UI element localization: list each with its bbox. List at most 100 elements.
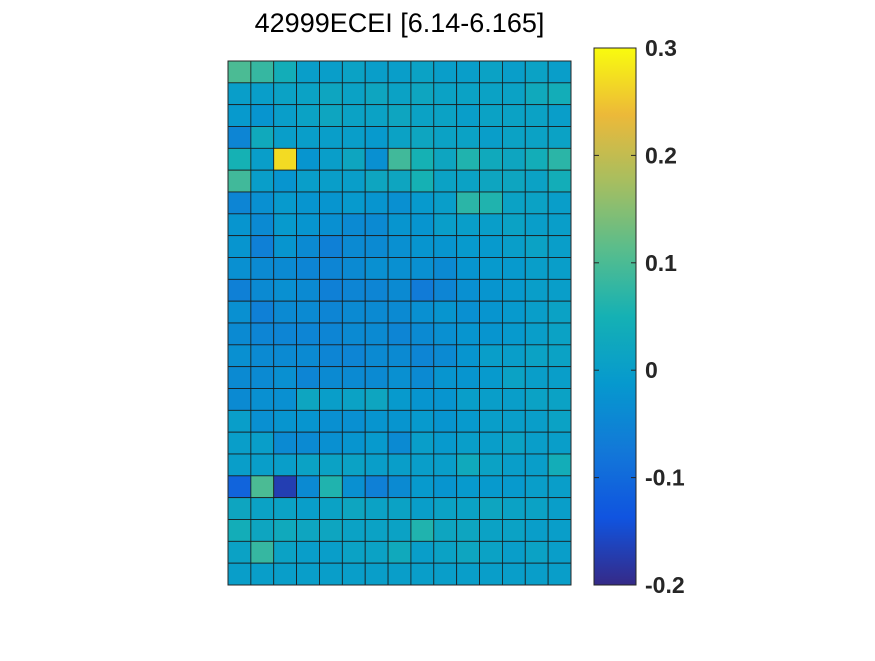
heatmap-cell [273, 300, 298, 324]
chart-title: 42999ECEI [6.14-6.165] [254, 8, 545, 38]
heatmap-cell [387, 147, 412, 171]
heatmap-cell [273, 191, 298, 215]
heatmap-cell [296, 104, 320, 127]
heatmap-cell [250, 562, 275, 586]
heatmap-cell [479, 409, 503, 433]
heatmap-cell [250, 453, 275, 477]
heatmap-cell [547, 388, 572, 411]
heatmap-cell [387, 475, 412, 499]
heatmap-cell [296, 191, 320, 215]
heatmap-cell [341, 540, 366, 564]
heatmap-cell [410, 344, 435, 368]
heatmap-cell [364, 169, 389, 193]
heatmap-cell [501, 278, 526, 302]
heatmap-cell [296, 82, 320, 106]
heatmap-cell [387, 431, 412, 455]
heatmap-cell [410, 278, 435, 302]
heatmap-cell [319, 409, 343, 433]
heatmap-cell [296, 60, 320, 84]
heatmap-cell [273, 388, 298, 411]
heatmap-cell [456, 366, 480, 389]
heatmap-cell [227, 191, 252, 215]
heatmap-cell [273, 322, 298, 346]
heatmap-cell [319, 278, 343, 302]
heatmap-cell [456, 540, 480, 564]
heatmap-cell [547, 562, 572, 586]
heatmap-cell [501, 82, 526, 106]
heatmap-cell [479, 497, 503, 520]
heatmap-cell [433, 191, 458, 215]
heatmap-cell [501, 344, 526, 368]
heatmap-cell [479, 104, 503, 127]
heatmap-cell [433, 388, 458, 411]
heatmap-cell [524, 213, 549, 237]
heatmap-cell [341, 497, 366, 520]
heatmap-cell [227, 475, 252, 499]
heatmap-cell [319, 431, 343, 455]
heatmap-cell [341, 562, 366, 586]
colorbar-tick-label: 0.1 [645, 250, 677, 276]
heatmap-cell [341, 104, 366, 127]
heatmap-cell [479, 147, 503, 171]
heatmap-cell [501, 475, 526, 499]
heatmap-cell [524, 169, 549, 193]
heatmap-cell [227, 431, 252, 455]
heatmap-cell [319, 366, 343, 389]
heatmap-cell [501, 60, 526, 84]
heatmap-cell [410, 169, 435, 193]
heatmap-cell [479, 257, 503, 280]
heatmap-cell [479, 322, 503, 346]
heatmap-cell [387, 540, 412, 564]
heatmap-cell [433, 213, 458, 237]
heatmap-cell [501, 388, 526, 411]
heatmap-cell [501, 366, 526, 389]
heatmap-cell [296, 278, 320, 302]
heatmap-cell [547, 257, 572, 280]
heatmap-cell [524, 278, 549, 302]
heatmap-cell [250, 322, 275, 346]
heatmap-cell [273, 409, 298, 433]
heatmap-cell [501, 147, 526, 171]
heatmap-cell [296, 475, 320, 499]
heatmap-cell [227, 519, 252, 542]
heatmap-cell [227, 562, 252, 586]
heatmap-cell [364, 147, 389, 171]
heatmap-cell [456, 388, 480, 411]
heatmap-cell [341, 322, 366, 346]
heatmap-cell [456, 344, 480, 368]
heatmap-cell [547, 409, 572, 433]
heatmap-cell [547, 191, 572, 215]
heatmap-cell [341, 191, 366, 215]
heatmap-cell [456, 322, 480, 346]
heatmap-cell [547, 497, 572, 520]
heatmap-cell [501, 126, 526, 149]
heatmap-cell [227, 300, 252, 324]
heatmap-cell [227, 104, 252, 127]
heatmap-cell [319, 497, 343, 520]
heatmap-cell [341, 169, 366, 193]
heatmap-cell [296, 431, 320, 455]
heatmap-cell [547, 300, 572, 324]
heatmap-cell [456, 278, 480, 302]
heatmap-cell [364, 322, 389, 346]
heatmap-cell [433, 344, 458, 368]
heatmap-cell [479, 519, 503, 542]
heatmap-cell [479, 82, 503, 106]
heatmap-cell [319, 235, 343, 258]
heatmap-cell [410, 366, 435, 389]
heatmap-cell [479, 366, 503, 389]
heatmap-cell [364, 366, 389, 389]
heatmap-cell [456, 191, 480, 215]
heatmap-cell [410, 191, 435, 215]
heatmap-cell [410, 213, 435, 237]
heatmap-cell [341, 213, 366, 237]
colorbar-tick-label: 0 [645, 357, 658, 383]
heatmap-cell [501, 104, 526, 127]
heatmap-cell [250, 213, 275, 237]
heatmap-cell [456, 60, 480, 84]
heatmap-cell [456, 169, 480, 193]
heatmap-cell [479, 126, 503, 149]
heatmap-cell [456, 213, 480, 237]
heatmap-cell [524, 82, 549, 106]
heatmap-cell [410, 453, 435, 477]
